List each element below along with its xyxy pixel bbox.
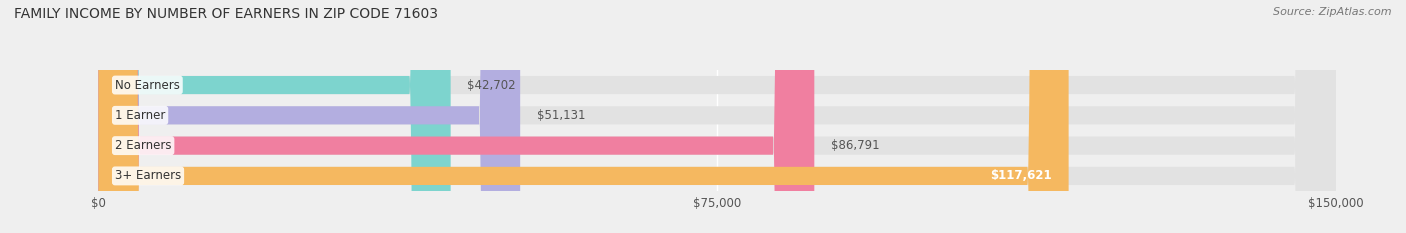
FancyBboxPatch shape xyxy=(98,0,451,233)
Text: Source: ZipAtlas.com: Source: ZipAtlas.com xyxy=(1274,7,1392,17)
FancyBboxPatch shape xyxy=(98,0,1336,233)
Text: No Earners: No Earners xyxy=(115,79,180,92)
Text: 2 Earners: 2 Earners xyxy=(115,139,172,152)
Text: 3+ Earners: 3+ Earners xyxy=(115,169,181,182)
Text: 1 Earner: 1 Earner xyxy=(115,109,166,122)
Text: FAMILY INCOME BY NUMBER OF EARNERS IN ZIP CODE 71603: FAMILY INCOME BY NUMBER OF EARNERS IN ZI… xyxy=(14,7,439,21)
FancyBboxPatch shape xyxy=(98,0,1336,233)
FancyBboxPatch shape xyxy=(98,0,520,233)
FancyBboxPatch shape xyxy=(98,0,1069,233)
Text: $42,702: $42,702 xyxy=(467,79,516,92)
Text: $86,791: $86,791 xyxy=(831,139,879,152)
Text: $51,131: $51,131 xyxy=(537,109,585,122)
FancyBboxPatch shape xyxy=(98,0,814,233)
FancyBboxPatch shape xyxy=(98,0,1336,233)
FancyBboxPatch shape xyxy=(98,0,1336,233)
Text: $117,621: $117,621 xyxy=(990,169,1052,182)
